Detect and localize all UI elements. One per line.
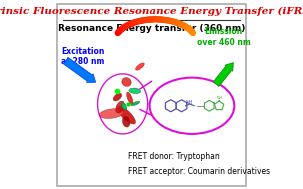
Text: Resonance Energy transfer (360 nm): Resonance Energy transfer (360 nm) — [58, 24, 245, 33]
Ellipse shape — [122, 78, 131, 86]
Ellipse shape — [116, 101, 124, 113]
Ellipse shape — [129, 88, 141, 94]
Text: FRET donor: Tryptophan: FRET donor: Tryptophan — [128, 152, 220, 161]
Ellipse shape — [122, 116, 130, 127]
Text: NH: NH — [216, 96, 222, 100]
Text: Excitation
at 280 nm: Excitation at 280 nm — [61, 47, 104, 66]
Text: FRET acceptor: Coumarin derivatives: FRET acceptor: Coumarin derivatives — [128, 167, 271, 176]
Ellipse shape — [135, 63, 144, 70]
Text: NH: NH — [186, 100, 193, 105]
Ellipse shape — [127, 92, 133, 104]
Text: Intrinsic Fluorescence Resonance Energy Transfer (iFRET): Intrinsic Fluorescence Resonance Energy … — [0, 7, 303, 16]
FancyArrow shape — [213, 63, 233, 86]
FancyArrow shape — [63, 58, 96, 82]
Ellipse shape — [117, 106, 135, 124]
Ellipse shape — [99, 109, 124, 119]
Ellipse shape — [131, 101, 140, 106]
Ellipse shape — [113, 93, 122, 101]
Ellipse shape — [150, 78, 234, 134]
Ellipse shape — [121, 103, 127, 110]
Text: Emission
over 460 nm: Emission over 460 nm — [197, 27, 251, 47]
